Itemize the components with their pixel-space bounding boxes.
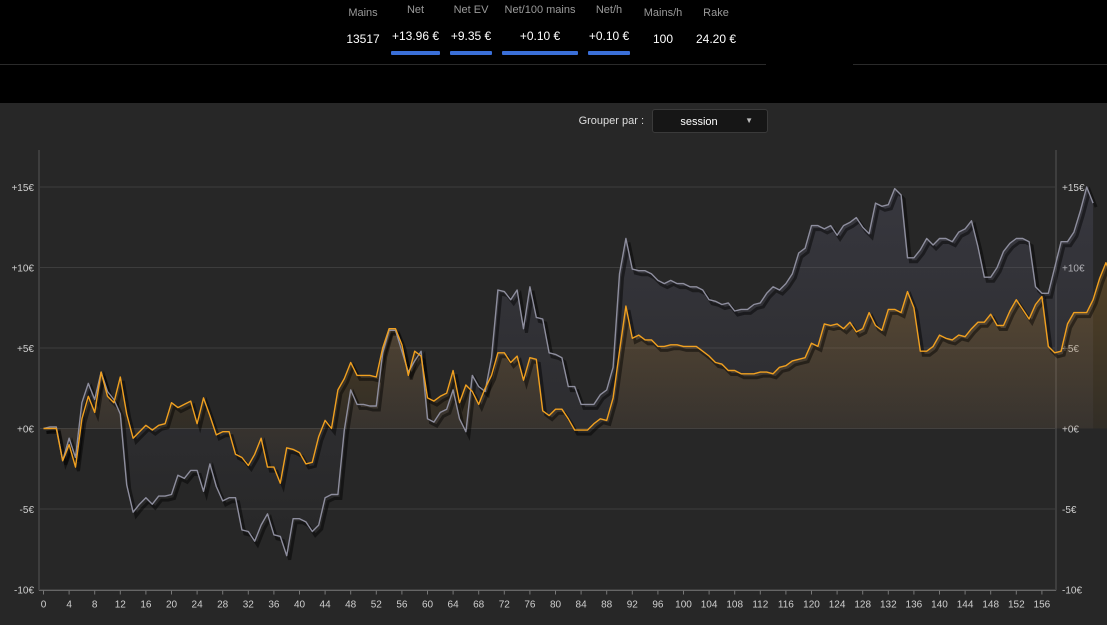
stat-net-label: Net [406, 4, 425, 16]
net-line [43, 261, 1107, 484]
x-tick-label: 36 [268, 600, 280, 611]
x-tick-label: 104 [701, 600, 718, 611]
x-tick-label: 144 [957, 600, 974, 611]
x-tick-label: 84 [576, 600, 588, 611]
x-tick-label: 132 [880, 600, 897, 611]
x-tick-label: 20 [166, 600, 178, 611]
x-tick-label: 108 [726, 600, 743, 611]
x-tick-label: 112 [752, 600, 768, 611]
stat-hands-per-hour-value: 100 [652, 32, 674, 46]
x-tick-label: 96 [652, 600, 664, 611]
x-tick-label: 48 [345, 600, 357, 611]
x-tick-label: 116 [778, 600, 794, 611]
x-tick-label: 32 [243, 600, 255, 611]
stat-net-ev-label: Net EV [453, 4, 489, 16]
group-by-value: session [680, 116, 718, 128]
y-tick-label-left: +15€ [11, 183, 34, 194]
x-tick-label: 0 [41, 600, 47, 611]
net-line-shadow [46, 267, 1107, 493]
x-tick-label: 100 [675, 600, 692, 611]
stat-rake-value: 24.20 € [695, 32, 737, 46]
stat-net-per-hour-value: +0.10 € [588, 29, 630, 43]
group-by-label: Grouper par : [578, 115, 644, 127]
winnings-chart: -10€-10€-5€-5€+0€+0€+5€+5€+10€+10€+15€+1… [11, 149, 1107, 611]
x-tick-label: 52 [371, 600, 383, 611]
x-tick-label: 12 [115, 600, 127, 611]
divider [853, 64, 1107, 65]
stat-rake-label: Rake [703, 7, 729, 19]
x-tick-label: 124 [829, 600, 846, 611]
stat-net-indicator [391, 51, 440, 55]
x-tick-label: 44 [320, 600, 332, 611]
x-tick-label: 64 [448, 600, 460, 611]
stat-net-ev-value: +9.35 € [450, 29, 492, 43]
x-tick-label: 16 [140, 600, 152, 611]
x-tick-label: 120 [803, 600, 820, 611]
x-tick-label: 136 [906, 600, 923, 611]
x-tick-label: 140 [931, 600, 948, 611]
x-tick-label: 156 [1034, 600, 1051, 611]
x-tick-label: 152 [1008, 600, 1025, 611]
y-tick-label-right: +15€ [1062, 183, 1085, 194]
ev-line-shadow [46, 186, 1098, 561]
y-tick-label-left: +5€ [17, 344, 34, 355]
x-tick-label: 24 [192, 600, 204, 611]
stat-hands-label: Mains [348, 7, 378, 19]
x-tick-label: 76 [524, 600, 536, 611]
y-tick-label-left: +0€ [17, 425, 34, 436]
x-tick-label: 68 [473, 600, 485, 611]
x-tick-label: 56 [396, 600, 408, 611]
x-tick-label: 128 [854, 600, 871, 611]
stat-net-per-100-indicator [502, 51, 578, 55]
stat-net-per-100-label: Net/100 mains [504, 4, 576, 16]
stat-net-per-100-value: +0.10 € [519, 29, 561, 43]
stat-hands-per-hour-label: Mains/h [643, 7, 683, 19]
ev-line [43, 186, 1094, 557]
caret-down-icon: ▼ [745, 116, 753, 125]
x-tick-label: 80 [550, 600, 562, 611]
stat-net-value: +13.96 € [391, 29, 440, 43]
y-tick-label-right: +0€ [1062, 425, 1079, 436]
group-by-select[interactable]: session ▼ [652, 109, 768, 133]
stat-hands-value: 13517 [346, 32, 380, 46]
x-tick-label: 4 [66, 600, 72, 611]
x-tick-label: 92 [627, 600, 639, 611]
y-tick-label-right: -5€ [1062, 505, 1077, 516]
stat-net-per-hour-indicator [588, 51, 630, 55]
x-tick-label: 60 [422, 600, 434, 611]
stats-bar: Mains 13517 Net +13.96 € Net EV +9.35 € … [0, 0, 1107, 103]
x-tick-label: 28 [217, 600, 229, 611]
x-tick-label: 40 [294, 600, 306, 611]
y-tick-label-right: -10€ [1062, 586, 1082, 597]
y-tick-label-left: -10€ [14, 586, 34, 597]
net-area [43, 262, 1107, 484]
y-tick-label-left: +10€ [11, 264, 34, 275]
x-tick-label: 148 [982, 600, 999, 611]
y-tick-label-left: -5€ [20, 505, 35, 516]
x-tick-label: 72 [499, 600, 511, 611]
stat-net-per-hour-label: Net/h [595, 4, 623, 16]
stat-net-ev-indicator [450, 51, 492, 55]
x-tick-label: 88 [601, 600, 613, 611]
divider [0, 64, 766, 65]
x-tick-label: 8 [92, 600, 98, 611]
